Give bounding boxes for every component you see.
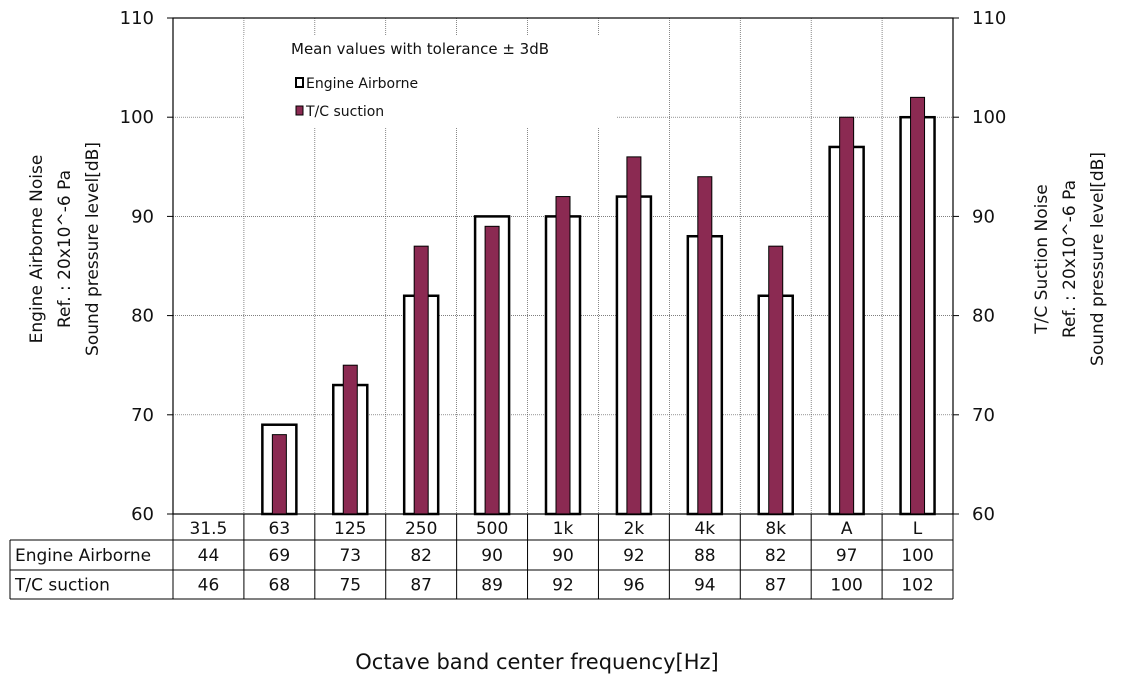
bar-tc-suction — [271, 434, 287, 515]
table-cell-value: 89 — [481, 576, 503, 596]
table-cell-value: 46 — [198, 576, 220, 596]
plot-frame — [172, 17, 954, 515]
y-axis-label-left-line2: Ref. : 20x10^-6 Pa — [55, 170, 75, 328]
bar-tc-suction — [697, 176, 713, 515]
y-tick-label-right: 110 — [972, 8, 1006, 29]
axes-layer: 60 60 70 70 80 80 90 90 100 100 110 110 — [120, 8, 1007, 525]
legend-background — [244, 36, 616, 128]
table-cell-value: 90 — [552, 546, 574, 566]
bar-tc-suction — [413, 245, 429, 515]
x-tick-label: 8k — [765, 519, 786, 539]
legend-label-engine-airborne: Engine Airborne — [306, 76, 418, 92]
table-cell-value: 97 — [836, 546, 858, 566]
x-tick-label: 125 — [334, 519, 366, 539]
table-cell-value: 94 — [694, 576, 716, 596]
bar-tc-suction — [910, 96, 926, 515]
y-tick-label-left: 100 — [120, 107, 154, 128]
table-cell-value: 69 — [269, 546, 291, 566]
legend: Mean values with tolerance ± 3dB Engine … — [244, 36, 616, 128]
table-cell-value: 73 — [339, 546, 361, 566]
x-tick-label: 500 — [476, 519, 508, 539]
x-tick-label: L — [913, 519, 923, 539]
x-tick-label: 1k — [553, 519, 574, 539]
table-cell-value: 75 — [339, 576, 361, 596]
y-tick-label-left: 70 — [131, 405, 154, 426]
table-cell-value: 102 — [901, 576, 933, 596]
table-cell-value: 82 — [410, 546, 432, 566]
legend-swatch-engine-airborne — [295, 77, 304, 88]
table-row-label: Engine Airborne — [15, 546, 151, 566]
table-cell-value: 68 — [269, 576, 291, 596]
y-tick-label-left: 110 — [120, 8, 154, 29]
y-tick-label-right: 60 — [972, 504, 995, 525]
data-table: 31.5 63 125 250 500 1k 2k 4k 8k A L Engine Airborne… — [9, 514, 954, 600]
tolerance-annotation: Mean values with tolerance ± 3dB — [291, 40, 549, 58]
table-cell-value: 100 — [830, 576, 862, 596]
x-tick-label: 4k — [694, 519, 715, 539]
bars-layer — [261, 96, 936, 516]
x-tick-label: A — [841, 519, 853, 539]
x-tick-label: 63 — [269, 519, 291, 539]
y-tick-label-left: 60 — [131, 504, 154, 525]
y-axis-label-right-line1: T/C Suction Noise — [1032, 184, 1052, 334]
bar-tc-suction — [626, 156, 642, 515]
table-cell-value: 92 — [552, 576, 574, 596]
bar-tc-suction — [768, 245, 784, 515]
x-axis-label: Octave band center frequency[Hz] — [355, 650, 718, 674]
x-tick-label: 250 — [405, 519, 437, 539]
y-axis-label-left-line1: Engine Airborne Noise — [27, 155, 47, 344]
table-cell-value: 92 — [623, 546, 645, 566]
bar-tc-suction — [839, 116, 855, 515]
table-cell-value: 100 — [901, 546, 933, 566]
y-tick-label-right: 70 — [972, 405, 995, 426]
table-cell-value: 87 — [410, 576, 432, 596]
bar-tc-suction — [342, 364, 358, 515]
y-tick-label-right: 90 — [972, 206, 995, 227]
y-axis-label-right-line2: Ref. : 20x10^-6 Pa — [1060, 180, 1080, 338]
table-cell-value: 87 — [765, 576, 787, 596]
legend-label-tc-suction: T/C suction — [305, 104, 384, 120]
y-axis-label-right-line3: Sound pressure level[dB] — [1088, 152, 1108, 366]
y-tick-label-right: 80 — [972, 306, 995, 327]
table-cell-value: 96 — [623, 576, 645, 596]
y-tick-label-left: 80 — [131, 306, 154, 327]
y-tick-label-right: 100 — [972, 107, 1006, 128]
table-cell-value: 90 — [481, 546, 503, 566]
bar-tc-suction — [555, 196, 571, 515]
bar-tc-suction — [484, 225, 500, 515]
x-tick-label: 31.5 — [190, 519, 228, 539]
legend-swatch-tc-suction — [295, 105, 304, 116]
y-axis-label-left-line3: Sound pressure level[dB] — [83, 142, 103, 356]
table-cell-value: 88 — [694, 546, 716, 566]
table-row-label: T/C suction — [14, 576, 110, 596]
table-cell-value: 44 — [198, 546, 220, 566]
table-cell-value: 82 — [765, 546, 787, 566]
x-tick-label: 2k — [624, 519, 645, 539]
y-tick-label-left: 90 — [131, 206, 154, 227]
